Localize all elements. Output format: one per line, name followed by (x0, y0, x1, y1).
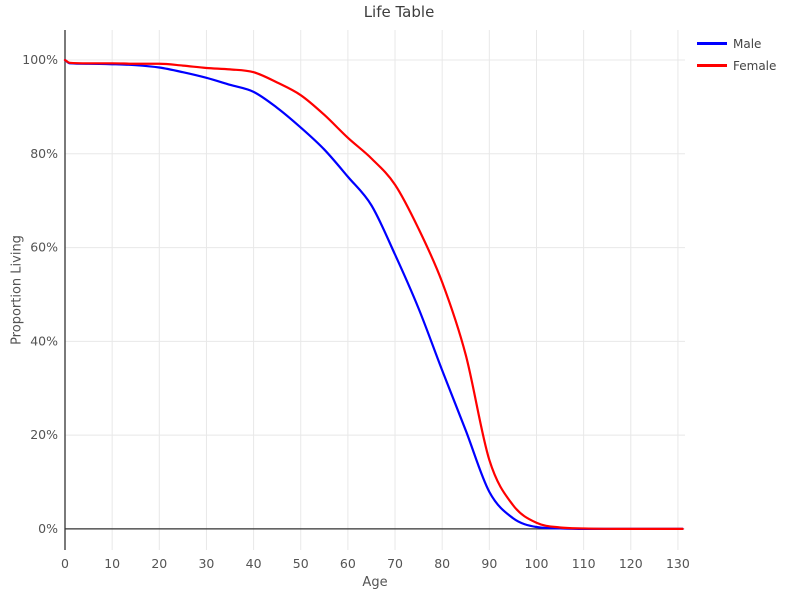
legend-item-male[interactable]: Male (697, 34, 776, 53)
legend-label-female: Female (733, 58, 777, 73)
y-tick-label: 60% (30, 240, 58, 255)
x-tick-label: 10 (104, 556, 120, 571)
legend: Male Female (697, 34, 776, 75)
y-tick-label: 0% (38, 521, 58, 536)
x-tick-label: 110 (572, 556, 596, 571)
x-tick-label: 30 (198, 556, 214, 571)
x-tick-label: 20 (151, 556, 167, 571)
female-series-line (63, 58, 684, 531)
x-tick-label: 80 (434, 556, 450, 571)
x-tick-label: 100 (525, 556, 549, 571)
x-tick-label: 50 (293, 556, 309, 571)
x-tick-label: 40 (246, 556, 262, 571)
x-tick-label: 0 (61, 556, 69, 571)
x-tick-label: 70 (387, 556, 403, 571)
legend-line-swatch-male (697, 42, 727, 45)
x-tick-label: 90 (481, 556, 497, 571)
legend-item-female[interactable]: Female (697, 56, 776, 75)
chart-title: Life Table (363, 3, 435, 21)
x-axis-title: Age (362, 575, 388, 590)
x-tick-label: 130 (666, 556, 690, 571)
x-tick-label: 120 (619, 556, 643, 571)
legend-line-swatch-female (697, 64, 727, 67)
y-tick-label: 40% (30, 333, 58, 348)
x-tick-label: 60 (340, 556, 356, 571)
legend-label-male: Male (733, 36, 762, 51)
y-tick-label: 100% (22, 52, 58, 67)
male-series-line (63, 58, 684, 531)
y-tick-label: 20% (30, 427, 58, 442)
y-tick-label: 80% (30, 146, 58, 161)
y-axis-title: Proportion Living (9, 235, 25, 345)
